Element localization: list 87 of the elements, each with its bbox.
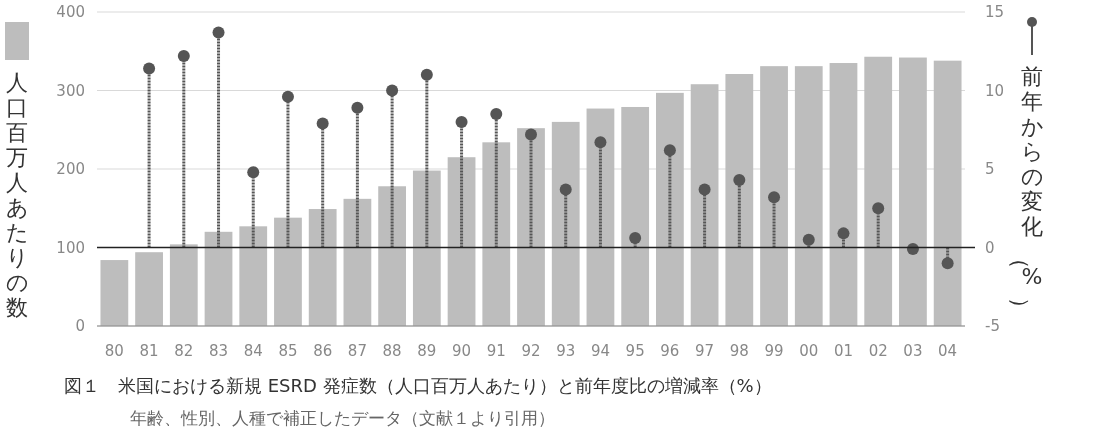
bar bbox=[517, 128, 545, 326]
point bbox=[420, 68, 433, 81]
point bbox=[247, 166, 260, 179]
x-tick-label: 89 bbox=[417, 342, 437, 360]
bar bbox=[135, 252, 163, 326]
x-tick-label: 90 bbox=[452, 342, 472, 360]
bar bbox=[829, 63, 858, 326]
y-tick-label: 100 bbox=[56, 238, 85, 257]
x-tick-label: 94 bbox=[590, 342, 610, 360]
bar bbox=[899, 57, 927, 326]
x-tick-label: 02 bbox=[868, 342, 888, 360]
point bbox=[143, 62, 156, 75]
bar bbox=[482, 142, 511, 326]
x-tick-label: 97 bbox=[695, 342, 715, 360]
point bbox=[941, 257, 954, 270]
bar bbox=[725, 74, 754, 326]
x-tick-label: 01 bbox=[833, 342, 854, 360]
x-tick-label: 96 bbox=[660, 342, 680, 360]
x-tick-label: 88 bbox=[382, 342, 402, 360]
bar bbox=[308, 209, 337, 326]
y2-tick-label: 15 bbox=[985, 3, 1005, 21]
x-tick-label: 86 bbox=[313, 342, 333, 360]
y2-tick-label: 10 bbox=[985, 81, 1005, 100]
point bbox=[837, 227, 850, 240]
point bbox=[316, 117, 329, 130]
point bbox=[281, 90, 294, 103]
y2-tick-label: 0 bbox=[985, 238, 995, 257]
y-tick-label: 200 bbox=[56, 160, 85, 178]
bar bbox=[690, 84, 719, 326]
bar bbox=[760, 66, 788, 326]
bar bbox=[412, 170, 441, 326]
bar bbox=[621, 106, 650, 326]
bar bbox=[343, 198, 372, 326]
y2-tick-label: 5 bbox=[985, 160, 995, 178]
point bbox=[663, 144, 676, 157]
point bbox=[455, 115, 468, 128]
bar bbox=[169, 244, 198, 326]
bar bbox=[933, 60, 962, 326]
x-tick-label: 87 bbox=[347, 342, 367, 360]
x-tick-label: 85 bbox=[278, 342, 298, 360]
point bbox=[212, 26, 225, 39]
point bbox=[872, 202, 885, 215]
bar bbox=[586, 108, 615, 326]
y-tick-label: 300 bbox=[56, 81, 85, 100]
point bbox=[768, 191, 781, 204]
bar bbox=[378, 186, 407, 326]
bar bbox=[100, 260, 129, 326]
point bbox=[177, 49, 190, 62]
x-tick-label: 99 bbox=[764, 342, 784, 360]
bar bbox=[794, 66, 823, 326]
x-tick-label: 04 bbox=[938, 342, 958, 360]
bar bbox=[551, 121, 580, 326]
x-tick-label: 00 bbox=[799, 342, 819, 360]
x-tick-label: 80 bbox=[104, 342, 124, 360]
y2-tick-label: -5 bbox=[985, 317, 1000, 335]
point bbox=[733, 173, 746, 186]
x-tick-label: 92 bbox=[521, 342, 541, 360]
x-tick-label: 84 bbox=[243, 342, 263, 360]
point bbox=[351, 101, 364, 114]
bar bbox=[204, 231, 233, 326]
text: 年齢、性別、人種で補正したデータ（文献１より引用） bbox=[130, 408, 555, 428]
x-tick-label: 82 bbox=[174, 342, 194, 360]
bar bbox=[239, 226, 268, 326]
bar bbox=[864, 56, 893, 326]
x-tick-label: 91 bbox=[486, 342, 506, 360]
bar bbox=[274, 217, 302, 326]
x-tick-label: 81 bbox=[139, 342, 159, 360]
y-tick-label: 400 bbox=[56, 3, 85, 21]
point bbox=[490, 108, 503, 121]
point bbox=[629, 232, 642, 245]
x-tick-label: 93 bbox=[556, 342, 576, 360]
bar bbox=[655, 92, 684, 326]
point bbox=[525, 128, 537, 141]
x-tick-label: 03 bbox=[903, 342, 923, 360]
point bbox=[594, 136, 607, 149]
point bbox=[802, 233, 815, 246]
x-tick-label: 95 bbox=[625, 342, 645, 360]
point bbox=[386, 84, 399, 97]
text: 人口百万人あたりの数 bbox=[5, 70, 29, 320]
bar bbox=[447, 157, 476, 326]
text: 図１ 米国における新規 ESRD 発症数（人口百万人あたり）と前年度比の増減率（%） bbox=[64, 375, 772, 396]
text: 前年からの変化（%） bbox=[1008, 64, 1044, 319]
point bbox=[698, 183, 711, 196]
y-tick-label: 0 bbox=[75, 317, 85, 335]
point bbox=[559, 183, 572, 196]
x-tick-label: 98 bbox=[729, 342, 749, 360]
x-tick-label: 83 bbox=[208, 342, 229, 360]
